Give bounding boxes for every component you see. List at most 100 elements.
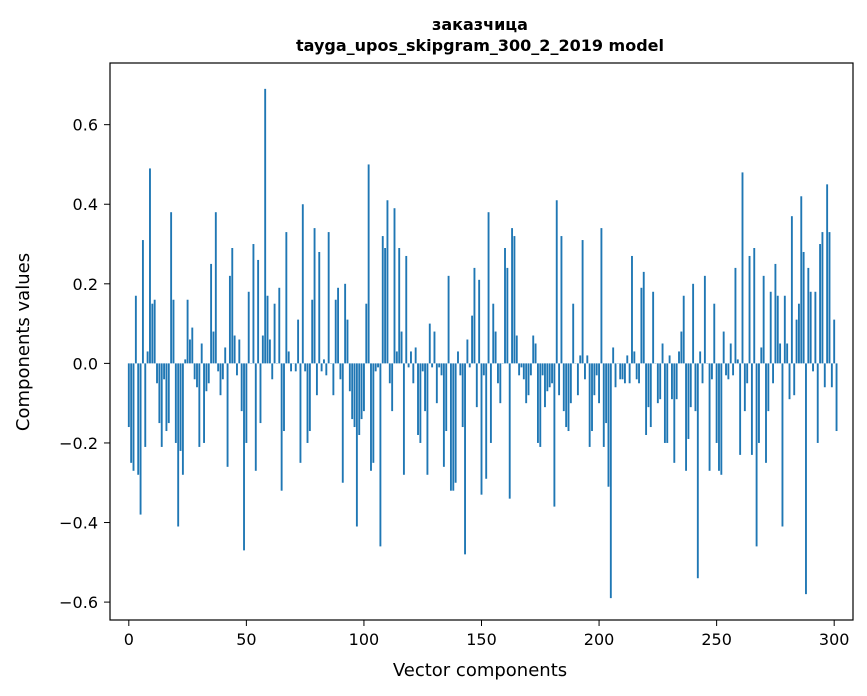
bar — [177, 363, 180, 527]
bar — [214, 212, 217, 364]
y-axis: −0.6 −0.4 −0.2 0.0 0.2 0.4 0.6 — [59, 116, 110, 612]
bar — [708, 363, 711, 471]
bar — [823, 363, 826, 388]
bars-group — [127, 88, 838, 599]
bar — [452, 363, 455, 491]
x-tick-label: 200 — [584, 630, 615, 649]
bar — [156, 363, 158, 384]
bar — [191, 327, 194, 364]
bar — [555, 200, 558, 364]
bar — [165, 363, 168, 432]
bar — [795, 319, 798, 364]
bar — [132, 363, 135, 471]
bar — [379, 363, 382, 547]
bar — [797, 303, 800, 364]
bar — [504, 248, 506, 364]
bar — [181, 363, 184, 475]
y-tick-label: 0.6 — [73, 116, 98, 135]
bar — [442, 363, 445, 467]
y-tick-label: −0.6 — [59, 593, 98, 612]
bar — [551, 363, 553, 384]
bar — [363, 363, 365, 412]
bar — [174, 363, 177, 443]
bar — [515, 335, 518, 364]
bar — [290, 363, 292, 372]
bar — [565, 363, 568, 428]
bar — [410, 351, 412, 364]
bar — [786, 343, 789, 364]
bar — [381, 236, 384, 364]
bar — [325, 363, 328, 376]
bar — [593, 363, 596, 396]
bar — [814, 291, 817, 364]
bar — [586, 355, 589, 364]
bar — [236, 363, 238, 376]
bar — [812, 363, 814, 372]
bar — [687, 363, 690, 439]
bar — [678, 351, 680, 364]
bar — [466, 339, 469, 364]
bar — [682, 295, 685, 364]
bar — [701, 363, 704, 384]
x-tick-label: 300 — [819, 630, 850, 649]
bar — [685, 363, 687, 471]
bar — [374, 363, 377, 372]
bar — [527, 363, 530, 396]
bar — [170, 212, 173, 364]
bar — [473, 267, 476, 364]
bar — [748, 255, 751, 364]
bar — [435, 363, 438, 404]
bar — [541, 363, 544, 376]
y-tick-label: 0.4 — [73, 195, 98, 214]
bar — [588, 363, 591, 447]
bar — [633, 351, 636, 364]
bar — [642, 271, 645, 364]
y-tick-label: −0.2 — [59, 434, 98, 453]
bar — [595, 363, 598, 376]
bar — [365, 303, 368, 364]
bar — [746, 363, 749, 384]
bar — [252, 244, 255, 364]
bar — [558, 363, 561, 396]
bar — [833, 319, 836, 364]
bar — [544, 363, 546, 408]
bar — [692, 283, 695, 364]
bar — [358, 363, 361, 435]
chart-subtitle: tayga_upos_skipgram_300_2_2019 model — [296, 36, 664, 55]
bar — [621, 363, 624, 380]
bar — [323, 359, 325, 364]
bar — [718, 363, 720, 471]
bar — [454, 363, 457, 483]
bar — [172, 299, 175, 364]
bar — [626, 355, 629, 364]
bar — [492, 303, 495, 364]
bar — [520, 363, 523, 368]
bar — [179, 363, 182, 451]
bar — [245, 363, 248, 443]
bar — [212, 331, 215, 364]
bar — [755, 363, 758, 547]
bar — [254, 363, 257, 471]
bar — [334, 299, 337, 364]
bar — [729, 343, 732, 364]
bar — [485, 363, 488, 479]
bar — [134, 295, 137, 364]
bar — [184, 359, 187, 364]
bar — [205, 363, 208, 392]
bar — [750, 363, 753, 455]
bar — [407, 363, 410, 368]
bar — [320, 363, 323, 372]
bar — [388, 363, 391, 384]
bar — [828, 232, 831, 364]
bar — [301, 204, 304, 364]
y-axis-label: Components values — [13, 253, 34, 431]
bar — [652, 291, 655, 364]
bar — [734, 267, 737, 364]
bar — [661, 343, 664, 364]
bar — [141, 240, 144, 364]
bar — [386, 200, 389, 364]
bar — [224, 347, 227, 364]
bar — [727, 363, 730, 380]
bar — [327, 232, 330, 364]
bar — [783, 295, 786, 364]
